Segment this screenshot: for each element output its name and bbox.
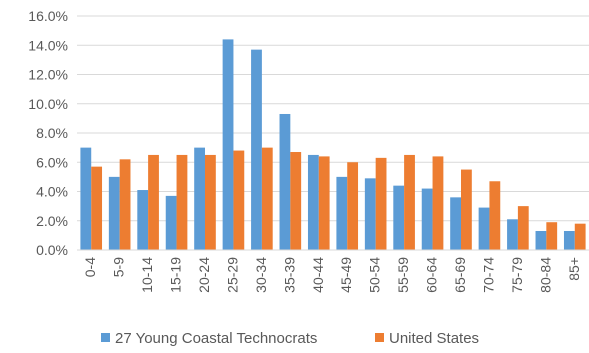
bar-series-2-25-29 xyxy=(233,150,245,250)
bar-series-2-30-34 xyxy=(261,147,273,250)
y-tick-label: 16.0% xyxy=(28,8,68,24)
x-tick-label: 55-59 xyxy=(395,257,411,293)
x-tick-label: 20-24 xyxy=(196,257,212,293)
x-tick-label: 80-84 xyxy=(537,257,553,293)
bar-series-1-25-29 xyxy=(222,39,234,251)
x-tick-label: 40-44 xyxy=(310,257,326,293)
x-tick-label: 45-49 xyxy=(338,257,354,293)
bar-series-1-80-84 xyxy=(535,230,547,250)
y-tick-label: 2.0% xyxy=(36,213,68,229)
bar-series-2-20-24 xyxy=(205,154,216,250)
bar-series-2-55-59 xyxy=(404,154,415,250)
x-tick-label: 30-34 xyxy=(253,257,269,293)
legend-label: United States xyxy=(389,330,479,347)
bar-series-2-0-4 xyxy=(91,166,103,250)
x-tick-label: 10-14 xyxy=(139,257,155,293)
x-tick-label: 15-19 xyxy=(168,257,184,293)
bar-series-1-35-39 xyxy=(279,113,291,250)
bar-series-1-30-34 xyxy=(251,49,262,251)
y-axis: 0.0% 2.0% 4.0% 6.0% 8.0% 10.0% 12.0% 14.0% 16.0% xyxy=(28,8,68,258)
bars xyxy=(80,39,586,251)
bar-series-1-70-74 xyxy=(478,207,490,250)
x-tick-label: 65-69 xyxy=(452,257,468,293)
x-tick-label: 60-64 xyxy=(424,257,440,293)
legend-swatch xyxy=(375,333,384,342)
bar-series-1-55-59 xyxy=(393,185,405,250)
legend: 27 Young Coastal Technocrats United State… xyxy=(101,330,479,347)
bar-series-1-0-4 xyxy=(80,147,92,250)
x-tick-label: 5-9 xyxy=(111,257,127,277)
bar-series-1-50-54 xyxy=(364,178,376,250)
x-axis: 0-4 5-9 10-14 15-19 20-24 25-29 30-34 35-39 40-4… xyxy=(82,257,582,293)
y-tick-label: 0.0% xyxy=(36,242,68,258)
gridlines xyxy=(77,15,589,222)
y-tick-label: 10.0% xyxy=(28,96,68,112)
x-tick-label: 70-74 xyxy=(480,257,496,293)
legend-swatch xyxy=(101,333,110,342)
bar-series-2-40-44 xyxy=(318,156,330,250)
x-tick-label: 75-79 xyxy=(509,257,525,293)
bar-series-2-50-54 xyxy=(375,157,387,250)
legend-label: 27 Young Coastal Technocrats xyxy=(115,330,317,347)
bar-series-2-85+ xyxy=(574,223,586,250)
y-tick-label: 4.0% xyxy=(36,184,68,200)
y-tick-label: 8.0% xyxy=(36,125,68,141)
bar-series-1-10-14 xyxy=(137,190,149,250)
bar-series-1-75-79 xyxy=(507,219,518,250)
bar-series-1-45-49 xyxy=(336,176,348,250)
bar-series-2-5-9 xyxy=(119,159,131,250)
y-tick-label: 14.0% xyxy=(28,37,68,53)
bar-series-1-40-44 xyxy=(307,154,319,250)
bar-series-1-60-64 xyxy=(421,188,433,250)
bar-series-2-15-19 xyxy=(176,154,188,250)
bar-series-2-35-39 xyxy=(290,152,302,250)
bar-series-2-60-64 xyxy=(432,156,444,250)
x-tick-label: 35-39 xyxy=(281,257,297,293)
bar-series-1-85+ xyxy=(563,230,575,250)
x-tick-label: 85+ xyxy=(566,257,582,281)
bar-series-2-10-14 xyxy=(148,154,159,250)
x-tick-label: 25-29 xyxy=(224,257,240,293)
y-tick-label: 12.0% xyxy=(28,67,68,83)
bar-series-2-65-69 xyxy=(461,169,472,250)
bar-series-1-20-24 xyxy=(194,147,205,250)
bar-series-1-5-9 xyxy=(108,176,120,250)
y-tick-label: 6.0% xyxy=(36,154,68,170)
bar-series-1-15-19 xyxy=(165,195,177,250)
bar-series-1-65-69 xyxy=(450,197,461,250)
x-tick-label: 50-54 xyxy=(367,257,383,293)
bar-series-2-80-84 xyxy=(546,222,558,250)
bar-series-2-75-79 xyxy=(517,206,529,250)
bar-series-2-45-49 xyxy=(347,162,359,250)
x-tick-label: 0-4 xyxy=(82,257,98,277)
bar-series-2-70-74 xyxy=(489,181,501,250)
